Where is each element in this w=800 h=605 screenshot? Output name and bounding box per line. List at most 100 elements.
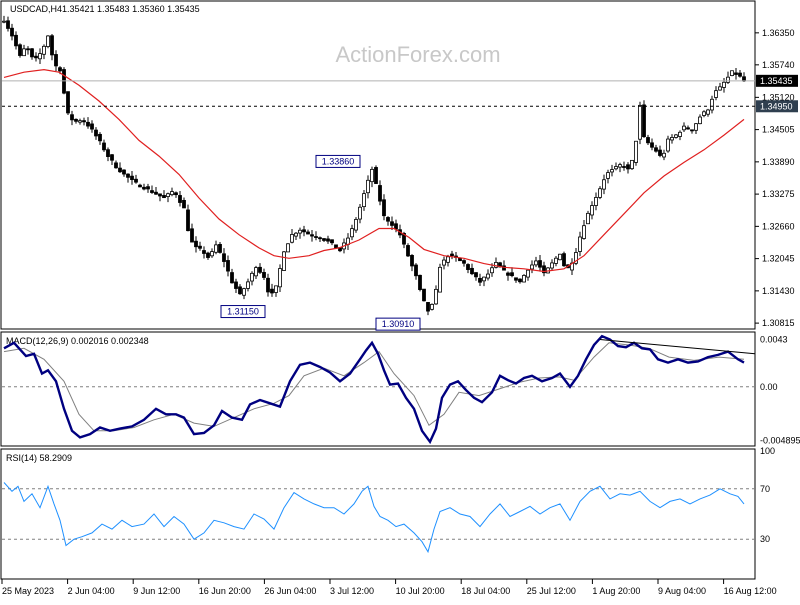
candle-body [70, 114, 74, 121]
candle-body [614, 166, 618, 170]
candle-body [414, 264, 418, 277]
candle-body [322, 238, 326, 241]
candle-body [38, 53, 42, 60]
candle-body [622, 166, 626, 168]
candle-body [466, 264, 470, 270]
candle-body [46, 35, 50, 47]
candle-body [686, 127, 690, 130]
candle-body [654, 147, 658, 152]
candle-body [486, 273, 490, 279]
candle-body [302, 229, 306, 233]
candle-body [494, 261, 498, 268]
candle-body [370, 168, 374, 183]
candle-body [470, 267, 474, 275]
x-tick-label: 25 Jul 12:00 [527, 586, 576, 596]
candle-body [350, 228, 354, 238]
candle-body [442, 259, 446, 266]
candle-body [722, 81, 726, 88]
macd-tick-label: 0.00 [760, 382, 778, 392]
x-tick-label: 16 Aug 12:00 [724, 586, 777, 596]
candle-body [78, 120, 82, 123]
candle-body [202, 250, 206, 254]
candle-body [426, 302, 430, 312]
macd-tick-label: 0.0043 [760, 335, 788, 345]
candle-body [534, 260, 538, 266]
candle-body [270, 288, 274, 294]
macd-trendline [599, 339, 756, 355]
candle-body [138, 184, 142, 188]
candle-body [334, 244, 338, 249]
hline-label-box [756, 100, 798, 113]
candle-body [218, 244, 222, 253]
macd-signal-line [3, 342, 745, 432]
header-symbol: USDCAD,H4 [10, 4, 62, 14]
candle-body [518, 278, 522, 283]
candle-body [530, 264, 534, 270]
price-tick-label: 1.32045 [762, 254, 795, 264]
candle-body [450, 253, 454, 257]
candle-body [582, 225, 586, 239]
x-tick-label: 10 Jul 20:00 [396, 586, 445, 596]
candle-body [162, 195, 166, 199]
candle-body [366, 179, 370, 194]
candle-body [526, 269, 530, 278]
candle-body [394, 223, 398, 230]
rsi-tick-label: 70 [760, 484, 770, 494]
candle-body [326, 238, 330, 242]
candle-body [170, 191, 174, 196]
header-ohlc: 1.35421 1.35483 1.35360 1.35435 [62, 4, 200, 14]
candle-body [606, 172, 610, 179]
price-tick-label: 1.35120 [762, 92, 795, 102]
price-tick-label: 1.36350 [762, 28, 795, 38]
candle-body [574, 252, 578, 264]
macd-panel: 0.0043 0.00 -0.004895 [2, 335, 800, 446]
candle-body [674, 134, 678, 138]
candle-body [258, 266, 262, 273]
candle-body [94, 129, 98, 137]
candle-body [590, 205, 594, 216]
candle-body [690, 129, 694, 132]
candle-body [114, 162, 118, 169]
candle-body [362, 193, 366, 208]
candle-body [382, 199, 386, 217]
candle-body [42, 45, 46, 55]
candle-body [474, 272, 478, 278]
candle-body [250, 272, 254, 282]
candle-body [550, 262, 554, 269]
candle-body [182, 199, 186, 209]
candle-body [50, 35, 54, 56]
x-axis: 25 May 2023 2 Jun 04:00 9 Jun 12:00 16 Jun … [1, 579, 777, 596]
candle-body [122, 169, 126, 175]
rsi-tick-label: 100 [760, 446, 775, 456]
macd-line [3, 334, 745, 445]
candle-body [630, 159, 634, 170]
candle-body [106, 149, 110, 157]
candle-body [26, 48, 30, 51]
candle-body [286, 243, 290, 253]
candle-body [718, 86, 722, 91]
candle-body [294, 232, 298, 237]
last-price-label: 1.35435 [760, 76, 793, 86]
candle-body [446, 256, 450, 263]
candle-body [234, 281, 238, 289]
price-annotation-label: 1.30910 [382, 319, 415, 329]
candle-body [166, 193, 170, 197]
x-tick-label: 16 Jun 20:00 [199, 586, 251, 596]
candle-body [658, 149, 662, 156]
candle-body [374, 167, 378, 184]
price-tick-label: 1.33890 [762, 157, 795, 167]
candle-body [666, 138, 670, 152]
candle-body [214, 244, 218, 253]
candle-body [110, 154, 114, 161]
candle-body [602, 179, 606, 190]
candle-body [158, 193, 162, 197]
candle-body [54, 54, 58, 67]
candle-body [638, 104, 642, 140]
candle-body [126, 173, 130, 178]
candle-body [558, 253, 562, 261]
x-tick-label: 18 Jul 04:00 [461, 586, 510, 596]
candle-body [142, 186, 146, 190]
price-tick-label: 1.33275 [762, 189, 795, 199]
